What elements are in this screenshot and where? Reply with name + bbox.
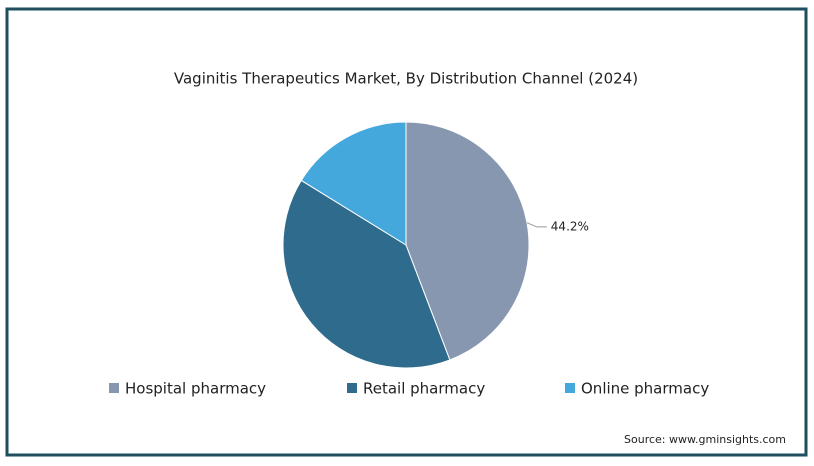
pie-slice — [300, 121, 407, 246]
legend-label: Hospital pharmacy — [125, 380, 266, 398]
legend-swatch — [565, 383, 575, 393]
data-label: 44.2% — [551, 219, 589, 233]
legend-label: Retail pharmacy — [363, 380, 485, 398]
legend-label: Online pharmacy — [581, 380, 709, 398]
legend-swatch — [347, 383, 357, 393]
pie-slice — [405, 121, 530, 361]
pie-slice — [282, 179, 451, 369]
leader-line — [526, 222, 547, 228]
chart-title: Vaginitis Therapeutics Market, By Distri… — [174, 70, 638, 88]
source: Source: www.gminsights.com — [624, 433, 786, 446]
legend-swatch — [109, 383, 119, 393]
